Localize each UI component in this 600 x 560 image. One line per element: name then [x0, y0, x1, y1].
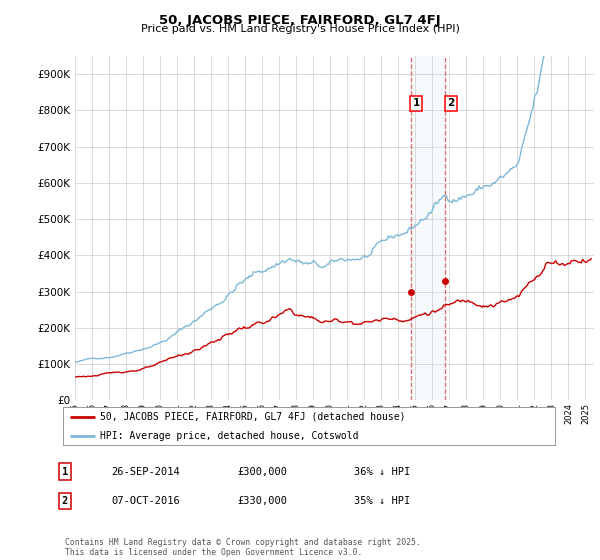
Text: 50, JACOBS PIECE, FAIRFORD, GL7 4FJ (detached house): 50, JACOBS PIECE, FAIRFORD, GL7 4FJ (det…: [100, 412, 406, 422]
Bar: [411, 56, 445, 400]
Text: 2: 2: [447, 98, 454, 108]
Text: 1: 1: [62, 466, 68, 477]
Text: HPI: Average price, detached house, Cotswold: HPI: Average price, detached house, Cots…: [100, 431, 358, 441]
Text: 1: 1: [412, 98, 419, 108]
Text: £300,000: £300,000: [237, 466, 287, 477]
Text: 2: 2: [62, 496, 68, 506]
Text: 07-OCT-2016: 07-OCT-2016: [111, 496, 180, 506]
Text: 26-SEP-2014: 26-SEP-2014: [111, 466, 180, 477]
Text: Contains HM Land Registry data © Crown copyright and database right 2025.
This d: Contains HM Land Registry data © Crown c…: [65, 538, 421, 557]
Text: 35% ↓ HPI: 35% ↓ HPI: [354, 496, 410, 506]
Text: 50, JACOBS PIECE, FAIRFORD, GL7 4FJ: 50, JACOBS PIECE, FAIRFORD, GL7 4FJ: [159, 14, 441, 27]
Text: Price paid vs. HM Land Registry's House Price Index (HPI): Price paid vs. HM Land Registry's House …: [140, 24, 460, 34]
Text: 36% ↓ HPI: 36% ↓ HPI: [354, 466, 410, 477]
Text: £330,000: £330,000: [237, 496, 287, 506]
